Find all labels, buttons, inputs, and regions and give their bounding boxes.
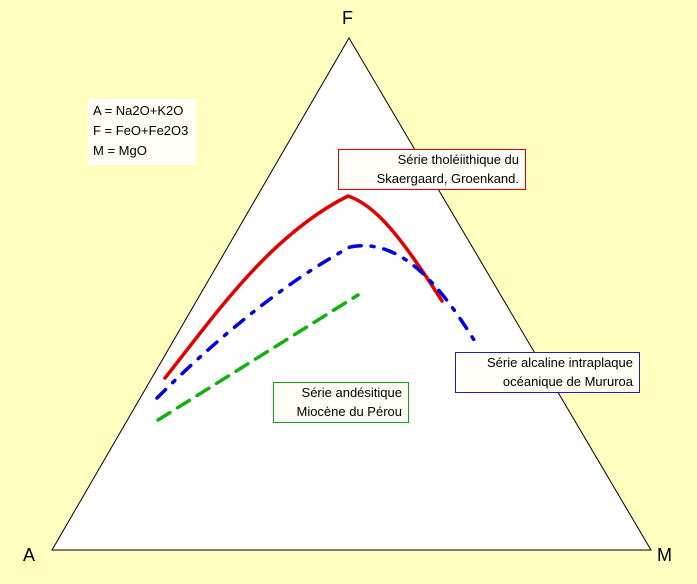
andesitic-trend-line xyxy=(156,293,360,422)
alkaline-series-label: Série alcaline intraplaque océanique de … xyxy=(455,352,640,393)
andesitic-series-label: Série andésitique Miocène du Pérou xyxy=(273,382,409,423)
vertex-label-f: F xyxy=(342,8,353,28)
tholeiitic-label-line-1: Série tholéiithique du xyxy=(397,152,519,167)
andesitic-label-line-2: Miocène du Pérou xyxy=(296,404,402,419)
tholeiitic-series-label: Série tholéiithique du Skaergaard, Groen… xyxy=(338,149,526,190)
alkaline-trend-line xyxy=(155,243,476,400)
andesitic-label-line-1: Série andésitique xyxy=(301,385,402,400)
alkaline-label-line-2: océanique de Mururoa xyxy=(502,374,633,389)
legend-line-m: M = MgO xyxy=(93,143,147,158)
tholeiitic-label-line-2: Skaergaard, Groenkand. xyxy=(376,171,519,186)
legend-line-f: F = FeO+Fe2O3 xyxy=(93,123,189,138)
oxide-legend: A = Na2O+K2O F = FeO+Fe2O3 M = MgO xyxy=(88,99,197,165)
tholeiitic-trend-line xyxy=(163,194,444,380)
alkaline-label-line-1: Série alcaline intraplaque xyxy=(487,355,633,370)
vertex-label-m: M xyxy=(657,545,672,565)
afm-triangle xyxy=(51,37,652,551)
legend-line-a: A = Na2O+K2O xyxy=(93,103,184,118)
vertex-label-a: A xyxy=(23,545,36,565)
